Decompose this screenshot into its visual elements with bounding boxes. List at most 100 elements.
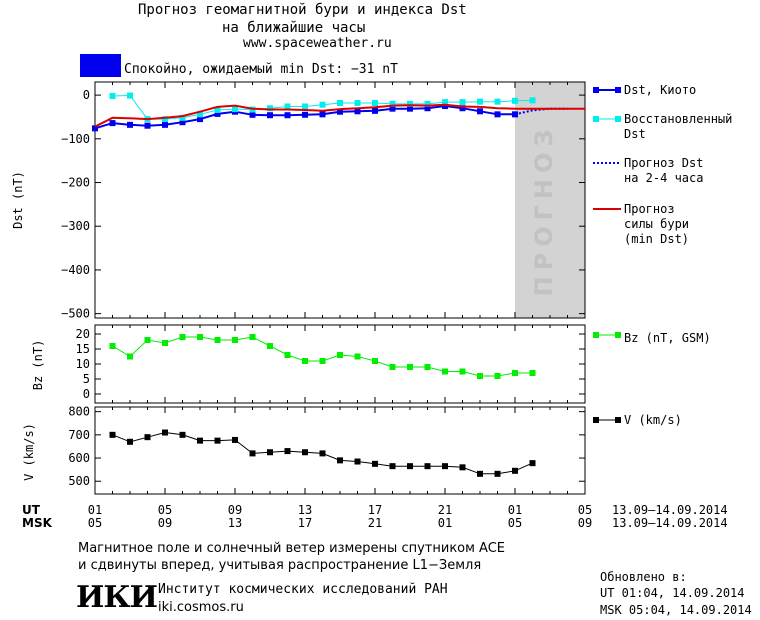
ut-date-range: 13.09–14.09.2014	[612, 503, 728, 517]
data-point	[109, 431, 116, 438]
data-point	[372, 99, 378, 106]
legend-restored-marker	[615, 116, 621, 122]
ytick-label: −200	[61, 176, 90, 190]
data-point	[319, 450, 326, 457]
series-line	[112, 336, 533, 377]
chart-title: Прогноз геомагнитной бури и индекса Dst	[138, 2, 467, 18]
updated-label: Обновлено в:	[600, 570, 687, 584]
data-point	[319, 358, 326, 364]
legend-forecast-label: Прогноз Dst	[624, 156, 704, 170]
data-point	[512, 370, 518, 376]
data-point	[529, 370, 536, 376]
iki-logo[interactable]: ИКИ	[76, 580, 158, 615]
data-point	[249, 334, 256, 340]
msk-tick-label: 05	[88, 516, 102, 530]
ytick-label: 15	[76, 342, 90, 356]
data-point	[144, 337, 151, 343]
data-point	[372, 107, 378, 114]
data-point	[179, 431, 186, 438]
data-point	[109, 343, 116, 349]
data-point	[494, 373, 501, 379]
data-point	[214, 106, 221, 113]
data-point	[512, 467, 518, 474]
data-point	[477, 98, 483, 105]
data-point	[372, 358, 378, 364]
ytick-label: 5	[83, 372, 90, 386]
data-point	[389, 364, 396, 370]
ut-tick-label: 01	[508, 503, 522, 517]
legend-bz-marker	[615, 332, 621, 338]
data-point	[477, 373, 483, 379]
data-point	[319, 101, 326, 108]
data-point	[179, 119, 186, 126]
ytick-label: −500	[61, 307, 90, 321]
data-point	[337, 108, 343, 115]
v-frame	[94, 406, 586, 495]
v-panel: 500 600 700 800 V (km/s)	[22, 405, 586, 495]
legend-dst-marker	[615, 87, 621, 93]
data-point	[442, 463, 448, 470]
data-point	[284, 448, 291, 455]
data-point	[284, 352, 291, 358]
data-point	[284, 103, 291, 110]
data-point	[214, 110, 221, 117]
ytick-label: 10	[76, 357, 90, 371]
ut-tick-label: 13	[298, 503, 312, 517]
legend-storm-label-3: (min Dst)	[624, 232, 690, 246]
data-point	[162, 121, 168, 128]
ytick-label: 700	[68, 428, 90, 442]
data-point	[354, 108, 361, 115]
data-point	[109, 92, 116, 99]
legend-markers	[593, 87, 621, 423]
msk-date-range: 13.09–14.09.2014	[612, 516, 728, 530]
v-yticks: 500 600 700 800	[68, 405, 585, 488]
data-point	[267, 343, 273, 349]
institute-url[interactable]: iki.cosmos.ru	[158, 600, 244, 615]
data-point	[197, 334, 203, 340]
v-series	[109, 429, 536, 477]
data-point	[319, 111, 326, 118]
site-url[interactable]: www.spaceweather.ru	[243, 36, 392, 51]
legend-dst-label: Dst, Киото	[624, 83, 697, 97]
dst-ylabel: Dst (nT)	[11, 171, 25, 229]
data-point	[179, 114, 186, 121]
legend-restored-marker	[593, 116, 599, 122]
ut-tick-label: 05	[578, 503, 592, 517]
ut-tick-label: 17	[368, 503, 382, 517]
bz-series	[109, 334, 536, 379]
ytick-label: 20	[76, 327, 90, 341]
data-point	[407, 105, 413, 112]
msk-axis-label: MSK	[22, 516, 52, 530]
footer-note-1: Магнитное поле и солнечный ветер измерен…	[78, 541, 506, 556]
ytick-label: 0	[83, 387, 90, 401]
ytick-label: −300	[61, 219, 90, 233]
msk-tick-label: 17	[298, 516, 312, 530]
forecast-band	[515, 82, 585, 318]
data-point	[459, 99, 466, 106]
data-point	[197, 437, 203, 444]
dst-yticks: 0 −100 −200 −300 −400 −500	[61, 88, 585, 321]
msk-tick-label: 05	[508, 516, 522, 530]
data-point	[354, 458, 361, 465]
data-point	[442, 99, 448, 106]
data-point	[337, 352, 343, 358]
data-point	[354, 353, 361, 360]
data-point	[354, 99, 361, 106]
legend-forecast-label-2: на 2-4 часа	[624, 171, 704, 185]
data-point	[494, 111, 501, 118]
footer-note-2: и сдвинуты вперед, учитывая распростране…	[78, 558, 482, 573]
legend-v-marker	[615, 417, 621, 423]
data-point	[162, 116, 168, 123]
series-line	[94, 103, 585, 128]
data-point	[512, 111, 518, 118]
legend-storm-label-2: силы бури	[624, 217, 690, 231]
data-point	[249, 450, 256, 457]
data-point	[267, 449, 273, 456]
legend-dst-marker	[593, 87, 599, 93]
data-point	[407, 364, 413, 370]
data-point	[127, 121, 133, 128]
bz-frame	[94, 324, 586, 404]
data-point	[162, 429, 168, 436]
